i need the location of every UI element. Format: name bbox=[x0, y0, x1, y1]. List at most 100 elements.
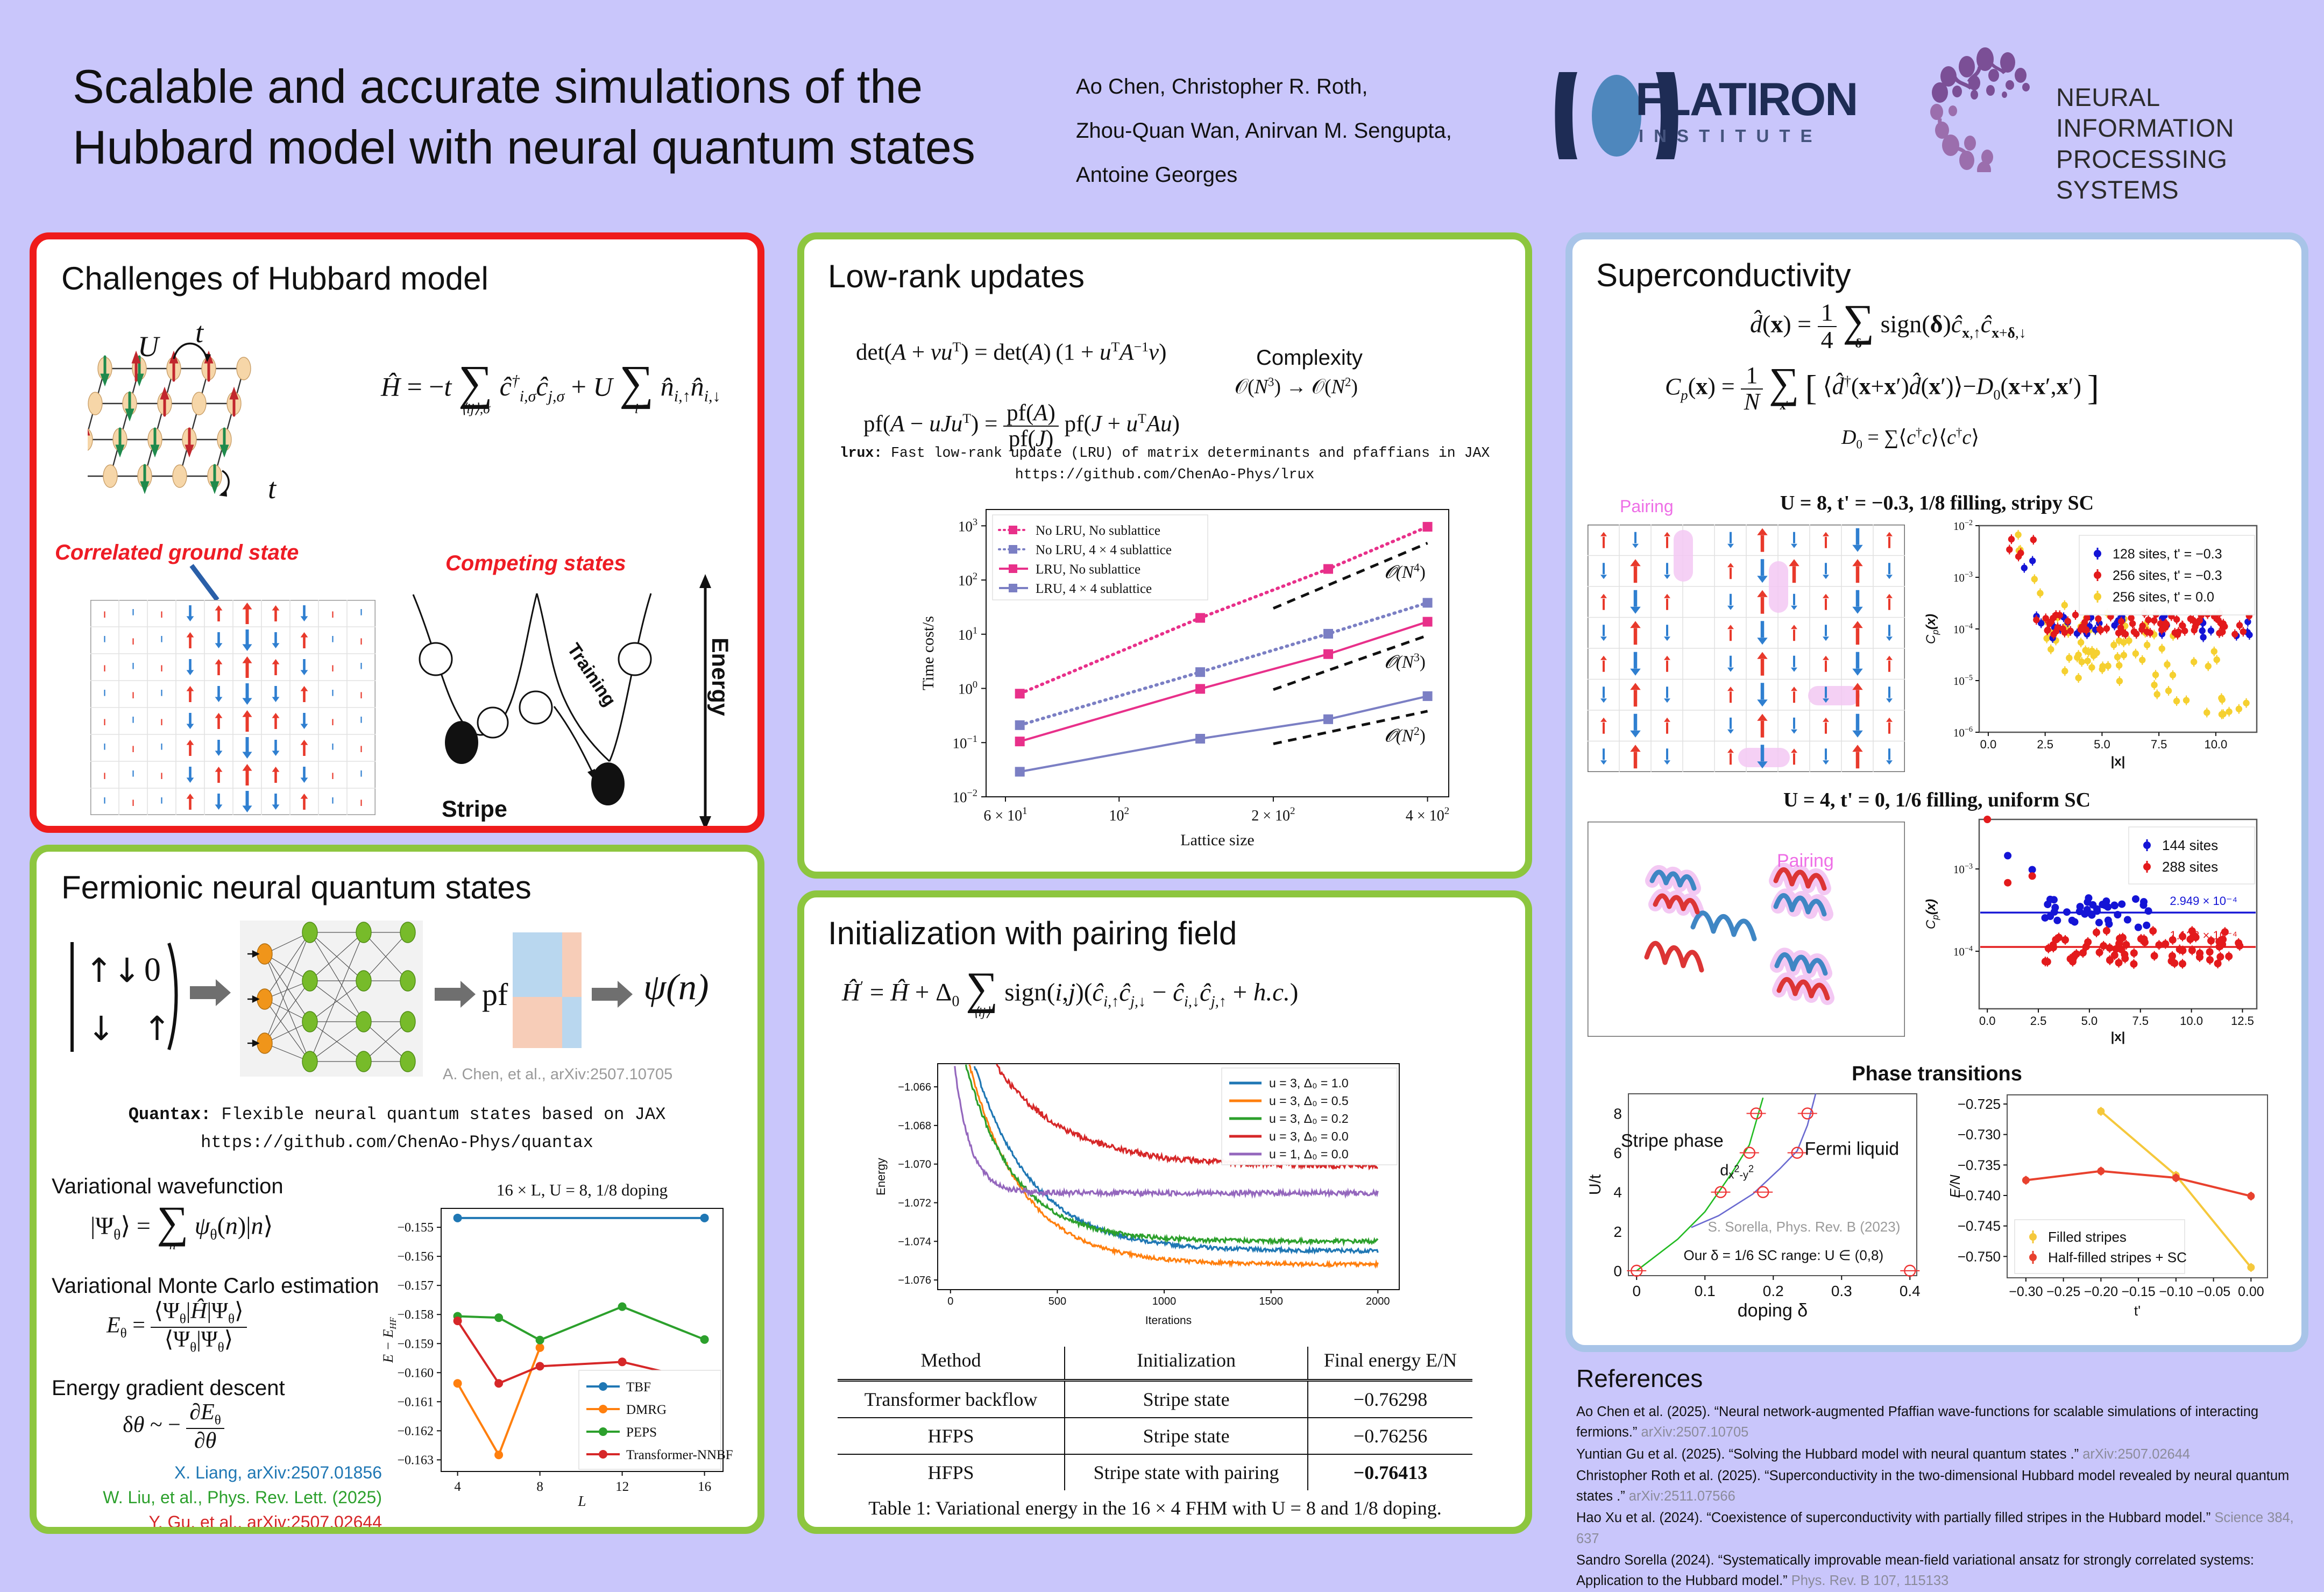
psi-output-label: ψ(n) bbox=[643, 966, 709, 1007]
table-cell: −0.76298 bbox=[1353, 1389, 1428, 1410]
spin-configuration-grid bbox=[90, 600, 375, 815]
arrow-right-icon-1 bbox=[190, 979, 231, 1006]
svg-text:|x|: |x| bbox=[2111, 754, 2125, 769]
svg-text:256 sites, t' = 0.0: 256 sites, t' = 0.0 bbox=[2113, 590, 2214, 605]
quantax-name: Quantax: bbox=[128, 1105, 211, 1124]
reference-item: Yuntian Gu et al. (2025). “Solving the H… bbox=[1576, 1444, 2319, 1464]
heading-variational-wavefunction: Variational wavefunction bbox=[52, 1174, 284, 1198]
author-line-2: Zhou-Quan Wan, Anirvan M. Sengupta, bbox=[1076, 119, 1452, 143]
heading-vmc: Variational Monte Carlo estimation bbox=[52, 1274, 379, 1298]
pointer-line-icon bbox=[189, 564, 219, 602]
neurips-logo: NEURAL INFORMATION PROCESSING SYSTEMS bbox=[1915, 43, 2292, 204]
chart-energy-vs-lattice-length: 16 × L, U = 8, 1/8 doping −0.155 −0.156 −0.… bbox=[380, 1177, 736, 1513]
svg-text:2.5: 2.5 bbox=[2037, 738, 2053, 751]
svg-text:6: 6 bbox=[1613, 1145, 1622, 1162]
svg-text:12: 12 bbox=[615, 1480, 629, 1494]
svg-text:−1.068: −1.068 bbox=[898, 1120, 931, 1132]
panel-title-init: Initialization with pairing field bbox=[828, 915, 1237, 951]
page-title: Scalable and accurate simulations of the… bbox=[73, 60, 975, 174]
svg-text:−1.072: −1.072 bbox=[898, 1197, 931, 1209]
reference-source: arXiv:2511.07566 bbox=[1628, 1489, 1735, 1504]
svg-text:5.0: 5.0 bbox=[2081, 1014, 2098, 1028]
svg-text:7.5: 7.5 bbox=[2132, 1014, 2149, 1028]
svg-text:−0.740: −0.740 bbox=[1958, 1187, 2001, 1204]
reference-item: Sandro Sorella (2024). “Systematically i… bbox=[1576, 1550, 2319, 1591]
svg-text:100: 100 bbox=[958, 679, 977, 697]
panel-fermionic-neural-quantum-states: Fermionic neural quantum states ↑↓ 0 ↓ ↑ bbox=[30, 845, 764, 1534]
lrux-desc: Fast low-rank update (LRU) of matrix det… bbox=[891, 445, 1490, 461]
svg-text:−0.20: −0.20 bbox=[2084, 1284, 2118, 1299]
svg-text:−0.725: −0.725 bbox=[1958, 1096, 2001, 1112]
svg-text:−0.25: −0.25 bbox=[2046, 1284, 2080, 1299]
svg-text:16: 16 bbox=[698, 1480, 711, 1494]
svg-text:10.0: 10.0 bbox=[2204, 738, 2227, 751]
table-header-row: Method Initialization Final energy E/N bbox=[838, 1347, 1472, 1381]
table-row: Transformer backflow Stripe state −0.76298 bbox=[838, 1380, 1472, 1418]
author-line-3: Antoine Georges bbox=[1076, 163, 1238, 187]
flatiron-institute-logo: FLATIRON INSTITUTE bbox=[1463, 70, 1858, 161]
svg-text:12.5: 12.5 bbox=[2231, 1014, 2254, 1028]
svg-text:u = 3, Δ₀ = 0.2: u = 3, Δ₀ = 0.2 bbox=[1269, 1112, 1349, 1126]
references-section: References Ao Chen et al. (2025). “Neura… bbox=[1576, 1364, 2319, 1592]
table-cell: Stripe state bbox=[1065, 1380, 1309, 1418]
table-header-final-energy: Final energy E/N bbox=[1323, 1349, 1457, 1371]
label-energy-axis: Energy bbox=[707, 638, 733, 716]
table-cell: Stripe state with pairing bbox=[1065, 1454, 1309, 1490]
panel-title-fnqs: Fermionic neural quantum states bbox=[61, 869, 532, 905]
panel-challenges-of-hubbard-model: Challenges of Hubbard model bbox=[30, 232, 764, 833]
flatiron-subtitle: INSTITUTE bbox=[1639, 126, 1823, 146]
reference-text: Yuntian Gu et al. (2025). “Solving the H… bbox=[1576, 1446, 2083, 1462]
hubbard-lattice-diagram bbox=[88, 343, 251, 497]
lrux-url[interactable]: https://github.com/ChenAo-Phys/lrux bbox=[1015, 466, 1315, 483]
table-cell: HFPS bbox=[838, 1454, 1066, 1490]
svg-text:10−6: 10−6 bbox=[1953, 725, 1973, 739]
table-1-caption: Table 1: Variational energy in the 16 × … bbox=[868, 1497, 1442, 1519]
table-1-container: Method Initialization Final energy E/N T… bbox=[838, 1347, 1472, 1519]
svg-text:LRU, No sublattice: LRU, No sublattice bbox=[1036, 562, 1140, 577]
reference-source: arXiv:2507.02644 bbox=[2082, 1446, 2191, 1462]
poster-header: Scalable and accurate simulations of the… bbox=[0, 0, 2324, 215]
svg-text:Half-filled stripes + SC: Half-filled stripes + SC bbox=[2048, 1249, 2187, 1265]
svg-text:Time cost/s: Time cost/s bbox=[919, 616, 937, 690]
hubbard-hamiltonian-equation: Ĥ = −t ∑ ⟨ij⟩,σ ĉ†i,σĉj,σ + U ∑ i n̂i,↑n̂i… bbox=[381, 356, 721, 416]
equation-pairing-field-hamiltonian: Ĥ′ = Ĥ + Δ0 ∑ ⟨ij⟩ sign(i,j)(ĉi,↑ĉj,↓ − ĉ… bbox=[842, 964, 1299, 1020]
chart-time-cost-vs-lattice-size: 10−2 10−1 100 101 102 103 6 × 101 102 2 × 102 4 ×… bbox=[917, 498, 1461, 853]
table-cell: Transformer backflow bbox=[838, 1380, 1066, 1418]
panel-initialization-with-pairing-field: Initialization with pairing field Ĥ′ = Ĥ… bbox=[797, 890, 1532, 1534]
svg-text:0: 0 bbox=[1613, 1263, 1622, 1279]
svg-text:101: 101 bbox=[958, 625, 977, 642]
svg-text:8: 8 bbox=[536, 1480, 543, 1494]
label-pairing-stripy: Pairing bbox=[1620, 497, 1674, 516]
svg-text:0.00: 0.00 bbox=[2238, 1284, 2264, 1299]
svg-text:Lattice size: Lattice size bbox=[1180, 831, 1254, 849]
svg-text:↓: ↓ bbox=[87, 1009, 115, 1048]
svg-text:−0.745: −0.745 bbox=[1958, 1218, 2001, 1234]
table-row: HFPS Stripe state −0.76256 bbox=[838, 1418, 1472, 1454]
svg-text:𝓞(N3): 𝓞(N3) bbox=[1385, 650, 1426, 672]
svg-text:u = 3, Δ₀ = 0.0: u = 3, Δ₀ = 0.0 bbox=[1269, 1129, 1349, 1143]
svg-text:−0.15: −0.15 bbox=[2121, 1284, 2155, 1299]
svg-text:Filled stripes: Filled stripes bbox=[2048, 1229, 2127, 1245]
quantax-url[interactable]: https://github.com/ChenAo-Phys/quantax bbox=[201, 1133, 593, 1152]
svg-text:8: 8 bbox=[1613, 1106, 1622, 1122]
references-heading: References bbox=[1576, 1364, 1703, 1392]
svg-text:−1.066: −1.066 bbox=[898, 1081, 931, 1093]
panel-title-challenges: Challenges of Hubbard model bbox=[61, 260, 488, 296]
svg-text:0: 0 bbox=[1632, 1283, 1641, 1299]
svg-text:−0.735: −0.735 bbox=[1958, 1157, 2001, 1173]
svg-text:0.2: 0.2 bbox=[1763, 1283, 1784, 1299]
svg-text:S. Sorella, Phys. Rev. B (2023: S. Sorella, Phys. Rev. B (2023) bbox=[1707, 1219, 1900, 1235]
arrow-right-icon-3 bbox=[592, 981, 633, 1008]
svg-text:↑↓: ↑↓ bbox=[85, 951, 141, 990]
chart-phase-diagram: 0 2 4 6 8 0 0.1 0.2 0.3 0.4 doping δ U/t Stripe phas… bbox=[1586, 1085, 1926, 1322]
svg-text:0.1: 0.1 bbox=[1695, 1283, 1716, 1299]
svg-text:7.5: 7.5 bbox=[2151, 738, 2167, 751]
svg-text:E/N: E/N bbox=[1947, 1174, 1963, 1198]
svg-text:128 sites, t' = −0.3: 128 sites, t' = −0.3 bbox=[2113, 547, 2222, 562]
chart-cp-stripy-sc: 10−2 10−3 10−4 10−5 10−6 0.0 2.5 5.0 7.5 10.0 |x| C… bbox=[1921, 515, 2265, 773]
pfaffian-matrix-icon bbox=[513, 932, 582, 1048]
table-cell: Stripe state bbox=[1065, 1418, 1309, 1454]
neurips-line-2: PROCESSING SYSTEMS bbox=[2056, 144, 2228, 204]
svg-text:4: 4 bbox=[1613, 1184, 1622, 1201]
